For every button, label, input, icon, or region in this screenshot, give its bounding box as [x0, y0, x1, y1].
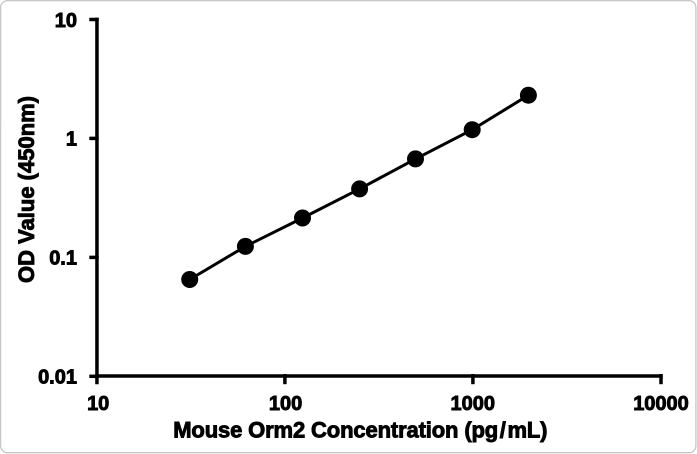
svg-text:1: 1: [66, 129, 77, 151]
svg-text:10: 10: [55, 10, 77, 32]
svg-text:10000: 10000: [633, 393, 689, 415]
svg-text:1000: 1000: [451, 393, 496, 415]
svg-text:OD Value (450nm): OD Value (450nm): [14, 96, 39, 283]
svg-text:10: 10: [87, 393, 109, 415]
svg-text:0.1: 0.1: [49, 248, 77, 270]
svg-text:100: 100: [269, 393, 302, 415]
svg-text:Mouse Orm2 Concentration (pg /: Mouse Orm2 Concentration (pg / mL): [173, 417, 547, 442]
svg-text:0.01: 0.01: [38, 367, 77, 389]
